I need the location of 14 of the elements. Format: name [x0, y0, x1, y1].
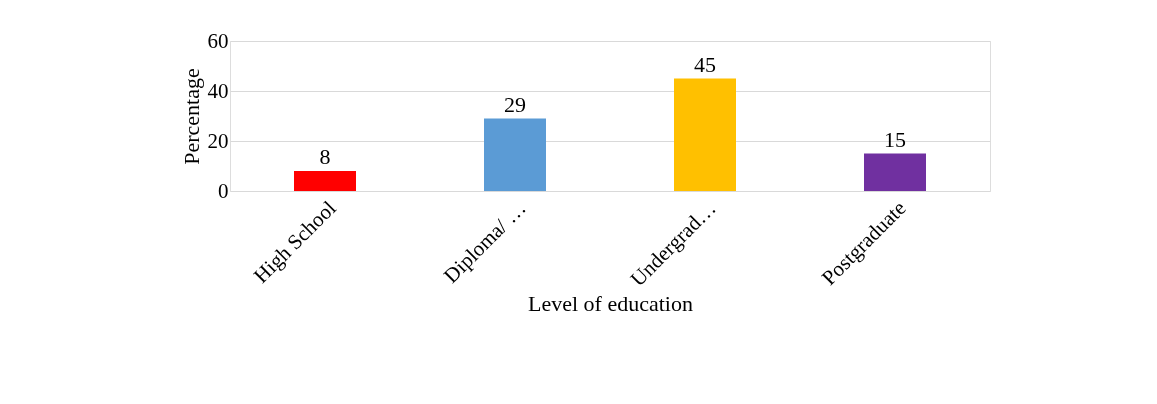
y-tick-label: 0: [218, 178, 229, 203]
bar: [294, 171, 356, 191]
y-tick-label: 20: [207, 128, 229, 153]
data-label: 29: [504, 91, 526, 117]
bar: [674, 78, 736, 191]
y-tick-label: 40: [207, 78, 229, 103]
y-axis-title: Percentage: [178, 68, 204, 165]
y-tick-label: 60: [207, 28, 229, 53]
data-label: 8: [319, 144, 331, 169]
bar: [864, 153, 926, 191]
x-axis-title: Level of education: [528, 291, 693, 317]
data-label: 45: [694, 51, 716, 77]
data-label: 15: [884, 126, 906, 152]
bar: [484, 118, 546, 191]
